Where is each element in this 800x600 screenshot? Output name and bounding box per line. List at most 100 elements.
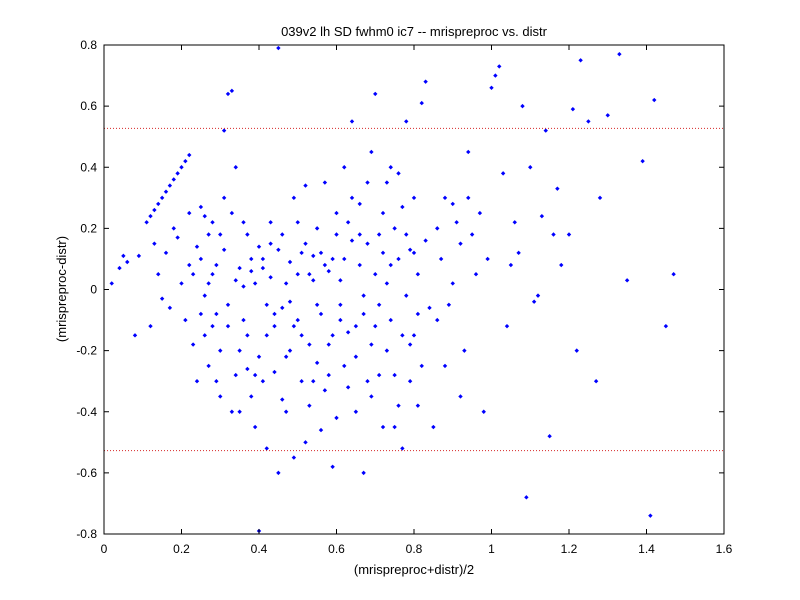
scatter-point (373, 91, 378, 97)
scatter-point (477, 210, 483, 216)
scatter-point (473, 272, 479, 277)
scatter-point (125, 259, 130, 265)
y-tick-label: -0.2 (76, 344, 97, 358)
scatter-point (318, 250, 324, 256)
scatter-point (330, 256, 335, 262)
scatter-point (256, 354, 262, 359)
scatter-point (167, 305, 173, 311)
scatter-point (504, 323, 510, 329)
scatter-point (338, 302, 343, 307)
scatter-point (237, 409, 242, 414)
scatter-point (156, 272, 161, 277)
scatter-point (179, 165, 184, 170)
scatter-point (380, 210, 386, 216)
scatter-point (345, 385, 351, 390)
scatter-point (245, 333, 250, 338)
scatter-point (233, 278, 238, 283)
scatter-point (369, 394, 374, 399)
scatter-point (318, 427, 324, 433)
scatter-point (314, 302, 320, 307)
y-tick-label: -0.4 (76, 405, 97, 419)
scatter-point (229, 210, 235, 216)
scatter-point (202, 213, 207, 219)
scatter-point (318, 311, 324, 317)
scatter-point (365, 378, 370, 384)
scatter-point (407, 342, 413, 347)
scatter-point (508, 262, 514, 268)
scatter-point (218, 232, 223, 237)
scatter-point (252, 281, 258, 286)
y-tick-label: 0.8 (80, 38, 97, 52)
scatter-point (547, 434, 552, 439)
scatter-point (264, 446, 269, 451)
scatter-point (148, 213, 153, 219)
y-tick-label: 0.2 (80, 221, 97, 235)
scatter-point (539, 213, 545, 219)
scatter-point (187, 152, 192, 158)
scatter-point (225, 302, 231, 307)
scatter-point (171, 177, 176, 182)
scatter-point (376, 372, 382, 378)
scatter-point (407, 247, 413, 252)
scatter-point (268, 241, 273, 246)
scatter-point (369, 149, 374, 155)
scatter-point (531, 299, 537, 304)
scatter-point (171, 226, 176, 231)
scatter-point (252, 424, 258, 430)
scatter-point (303, 241, 308, 246)
scatter-point (442, 363, 448, 369)
scatter-point (295, 317, 300, 323)
scatter-point (380, 424, 386, 430)
scatter-point (210, 272, 215, 277)
scatter-point (214, 262, 219, 268)
scatter-point (357, 201, 362, 207)
scatter-point (349, 119, 355, 124)
scatter-point (512, 220, 517, 225)
scatter-point (280, 232, 285, 237)
scatter-point (287, 348, 293, 353)
scatter-point (272, 323, 277, 329)
scatter-point (299, 378, 304, 384)
scatter-point (291, 195, 297, 201)
scatter-point (268, 275, 273, 280)
scatter-point (349, 195, 355, 201)
scatter-point (194, 244, 200, 249)
scatter-point (388, 262, 393, 268)
scatter-point (311, 253, 316, 259)
scatter-point (272, 369, 277, 375)
scatter-point (597, 195, 603, 201)
scatter-point (326, 372, 331, 378)
scatter-point (210, 323, 215, 329)
scatter-point (578, 58, 583, 63)
y-tick-label: 0 (90, 283, 97, 297)
scatter-point (322, 262, 328, 268)
scatter-point (307, 272, 312, 277)
scatter-point (159, 195, 165, 201)
scatter-point (202, 293, 207, 298)
scatter-point (167, 183, 173, 188)
scatter-point (214, 311, 219, 317)
axis-ticks: 0 0.2 0.4 0.6 0.8 1 1.2 1.4 1.6 -0.8 -0.6 -0.4 -0.2 0… (76, 38, 732, 556)
scatter-point (237, 265, 242, 271)
scatter-point (225, 91, 231, 97)
scatter-point (342, 165, 347, 170)
y-tick-label: -0.6 (76, 466, 97, 480)
scatter-point (388, 317, 393, 323)
scatter-point (218, 348, 223, 353)
scatter-point (404, 232, 409, 237)
scatter-point (404, 119, 409, 124)
scatter-point (392, 372, 397, 378)
scatter-point (520, 103, 525, 109)
scatter-point (233, 165, 238, 170)
scatter-point (380, 250, 386, 256)
scatter-point (652, 97, 657, 103)
scatter-point (299, 333, 304, 338)
x-tick-label: 1.2 (561, 542, 578, 556)
scatter-point (353, 409, 359, 414)
y-axis-label: (mrispreproc-distr) (54, 236, 69, 342)
scatter-point (194, 378, 200, 384)
scatter-point (249, 394, 254, 399)
scatter-point (462, 348, 467, 353)
scatter-point (276, 247, 281, 252)
scatter-point (283, 354, 289, 359)
